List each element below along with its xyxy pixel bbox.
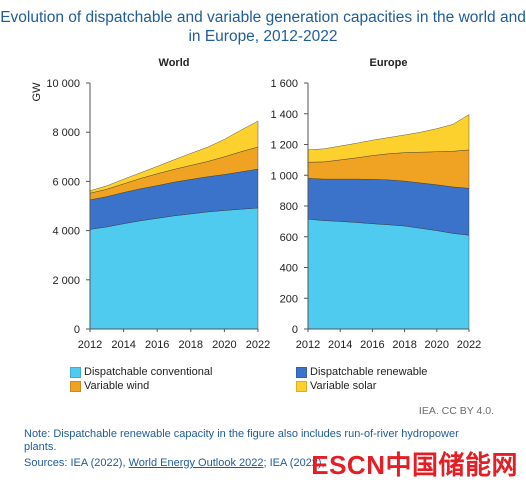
- legend-label: Dispatchable renewable: [310, 366, 428, 378]
- legend-item-dispatchable-conventional: Dispatchable conventional: [70, 366, 212, 378]
- y-tick-label: 10 000: [46, 78, 80, 90]
- legend-label: Variable solar: [310, 380, 377, 392]
- chart-title: Evolution of dispatchable and variable g…: [0, 9, 526, 45]
- y-tick-label: 200: [280, 293, 298, 305]
- y-tick-label: 1 000: [270, 170, 298, 182]
- y-tick-label: 600: [280, 232, 298, 244]
- x-tick-label: 2016: [360, 339, 384, 351]
- area-dispatchable-conventional: [89, 207, 259, 330]
- legend-label: Variable wind: [84, 380, 150, 392]
- watermark-part1: ESCN: [311, 450, 386, 480]
- y-tick-label: 6 000: [52, 176, 80, 188]
- y-tick-label: 1 200: [270, 140, 298, 152]
- panel-title: Europe: [370, 57, 408, 69]
- legend-swatch: [296, 366, 307, 378]
- x-tick-label: 2014: [111, 339, 135, 351]
- y-axis-label: GW: [31, 82, 43, 102]
- y-tick-label: 4 000: [52, 226, 80, 238]
- x-tick-label: 2022: [457, 339, 481, 351]
- legend-label: Dispatchable conventional: [84, 366, 213, 378]
- x-tick-label: 2020: [425, 339, 449, 351]
- sources-text: Sources: IEA (2022), World Energy Outloo…: [24, 457, 324, 470]
- legend-swatch: [70, 366, 81, 378]
- credit-text: IEA. CC BY 4.0.: [418, 405, 494, 417]
- x-tick-label: 2018: [179, 339, 203, 351]
- y-tick-label: 800: [280, 201, 298, 213]
- panel-title: World: [159, 57, 190, 69]
- y-tick-label: 400: [280, 263, 298, 275]
- charts-area: World 0 2 000 4 000 6 000 8 000 10 000 2012 2014…: [31, 57, 481, 351]
- x-tick-label: 2016: [145, 339, 169, 351]
- y-tick-label: 8 000: [52, 127, 80, 139]
- area-variable-solar: [89, 120, 259, 194]
- x-tick-label: 2014: [328, 339, 352, 351]
- x-tick-label: 2012: [78, 339, 102, 351]
- x-tick-label: 2020: [212, 339, 236, 351]
- legend-item-variable-wind: Variable wind: [70, 380, 149, 392]
- sources-prefix: Sources: IEA (2022),: [24, 457, 129, 469]
- legend-item-variable-solar: Variable solar: [296, 380, 376, 392]
- x-tick-label: 2012: [296, 339, 320, 351]
- y-tick-label: 1 600: [270, 78, 298, 90]
- note-text: Note: Dispatchable renewable capacity in…: [24, 428, 459, 453]
- watermark-logo: ESCN中国储能网: [311, 445, 518, 482]
- x-tick-label: 2022: [246, 339, 270, 351]
- sources-suffix: ; IEA (2022), Renewables 2022.: [263, 457, 325, 469]
- legend-swatch: [296, 380, 307, 392]
- sources-link[interactable]: World Energy Outlook 2022: [128, 457, 264, 469]
- y-tick-label: 2 000: [52, 275, 80, 287]
- y-tick-label: 1 400: [270, 109, 298, 121]
- y-tick-label: 0: [292, 324, 298, 336]
- watermark-part2: 中国储能网: [385, 450, 518, 480]
- area-variable-solar: [307, 114, 470, 163]
- legend-swatch: [70, 380, 81, 392]
- x-tick-label: 2018: [392, 339, 416, 351]
- area-dispatchable-conventional: [307, 218, 470, 330]
- y-tick-label: 0: [74, 324, 80, 336]
- legend-item-dispatchable-renewable: Dispatchable renewable: [296, 366, 427, 378]
